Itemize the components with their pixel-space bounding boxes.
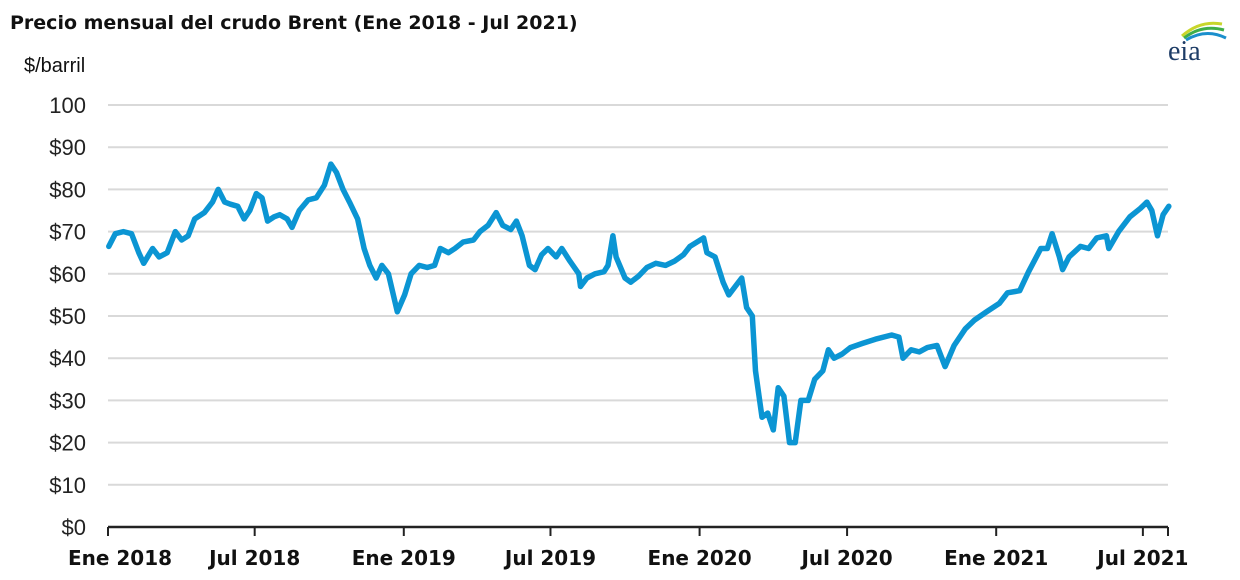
brent-price-line <box>106 161 1172 446</box>
y-tick-label: $0 <box>62 515 86 540</box>
chart-title: Precio mensual del crudo Brent (Ene 2018… <box>10 12 578 34</box>
x-tick-label: Jul 2018 <box>207 546 300 570</box>
x-tick-label: Jul 2021 <box>1095 546 1188 570</box>
x-tick-label: Ene 2021 <box>944 546 1048 570</box>
x-tick-label: Jul 2020 <box>799 546 892 570</box>
y-tick-label: $60 <box>49 262 86 287</box>
eia-logo: eia <box>1168 21 1227 64</box>
x-tick-label: Jul 2019 <box>503 546 596 570</box>
y-tick-label: 100 <box>49 93 86 118</box>
y-tick-label: $40 <box>49 346 86 371</box>
y-axis-unit-label: $/barril <box>24 55 86 77</box>
y-tick-label: $90 <box>49 135 86 160</box>
y-tick-label: $30 <box>49 388 86 413</box>
x-tick-label: Ene 2018 <box>68 546 172 570</box>
y-tick-label: $80 <box>49 177 86 202</box>
y-tick-label: $20 <box>49 431 86 456</box>
svg-text:eia: eia <box>1168 36 1201 64</box>
x-tick-label: Ene 2019 <box>352 546 456 570</box>
y-tick-label: $70 <box>49 220 86 245</box>
y-tick-label: $50 <box>49 304 86 329</box>
x-tick-label: Ene 2020 <box>648 546 752 570</box>
y-tick-label: $10 <box>49 473 86 498</box>
